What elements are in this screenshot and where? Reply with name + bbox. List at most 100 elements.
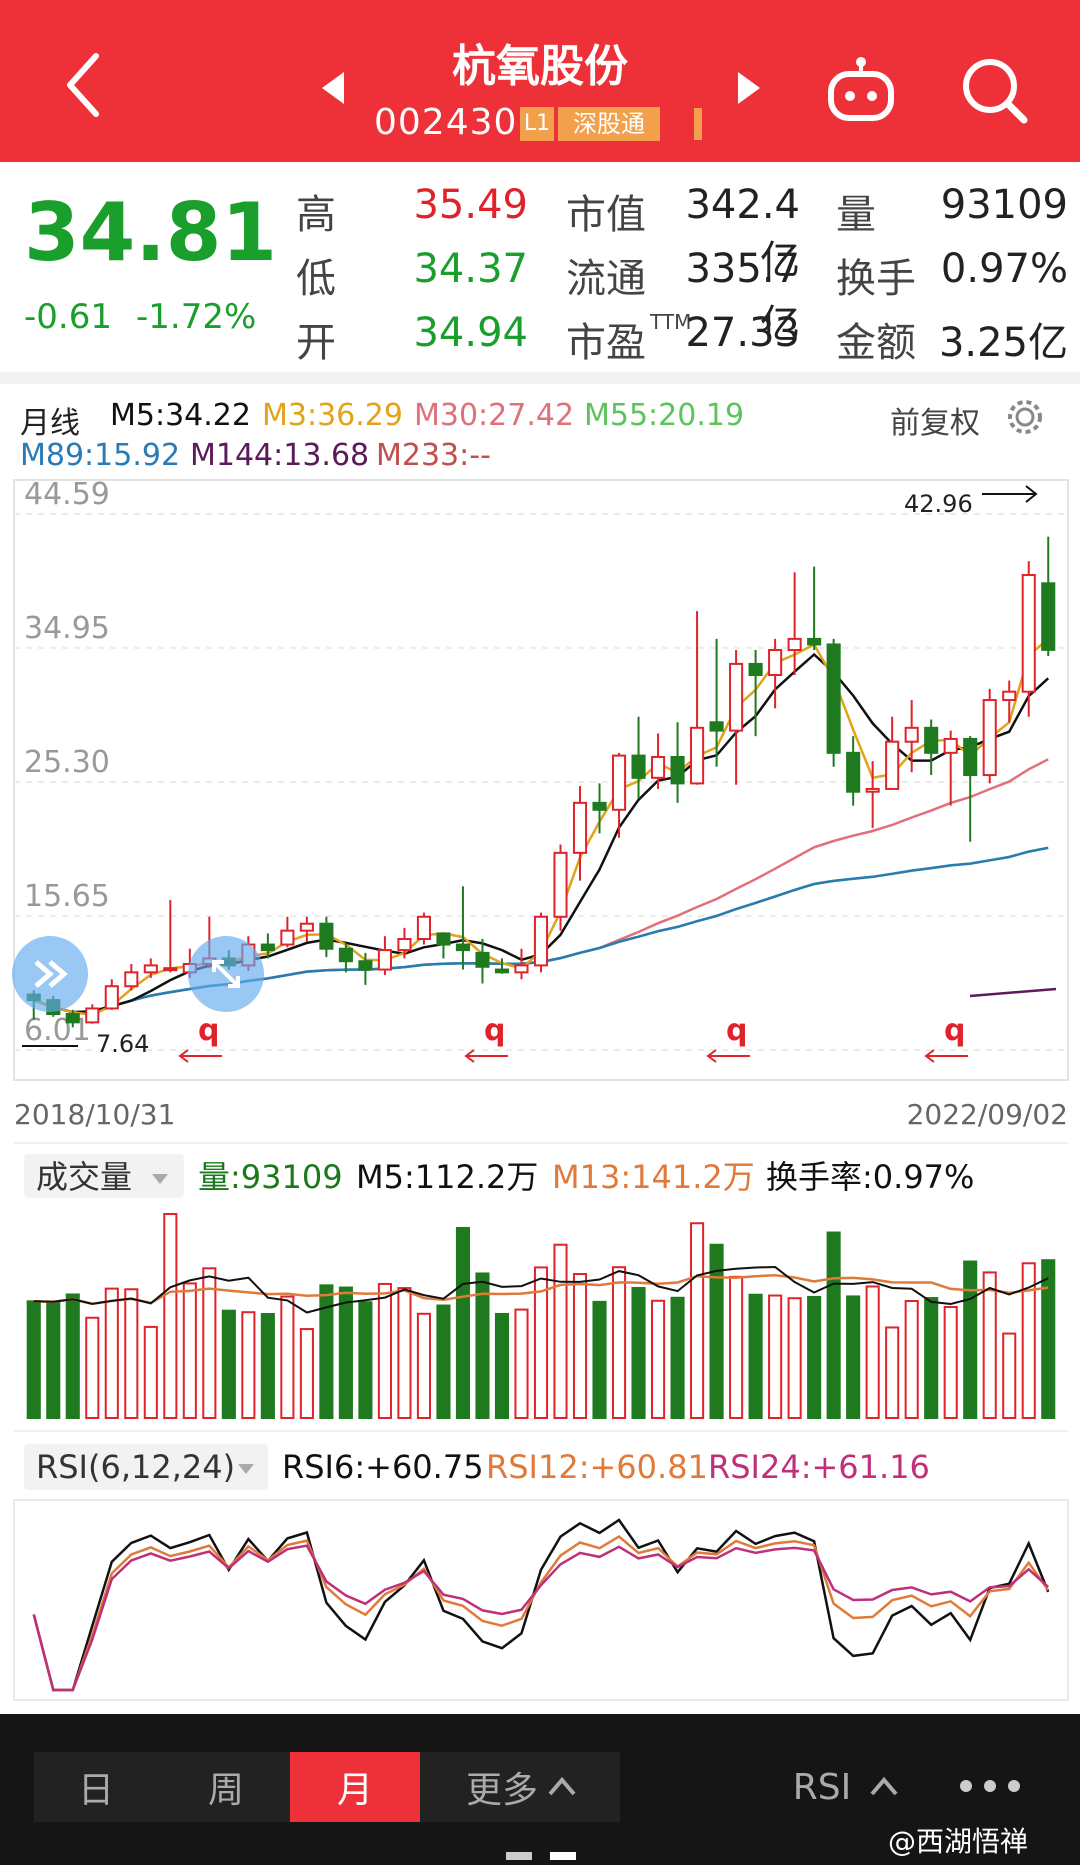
turnover-rate-label: 换手率:0.97% xyxy=(766,1158,974,1196)
ma3-label: M3:36.29 xyxy=(262,398,403,433)
volume-bar xyxy=(690,1222,705,1419)
volume-bar xyxy=(865,1285,880,1420)
min-price-label: 7.64 xyxy=(96,1030,149,1058)
volume-divider xyxy=(14,1142,1068,1144)
q-marker: q xyxy=(944,1013,965,1048)
candle-body xyxy=(358,960,373,971)
prev-stock-icon[interactable] xyxy=(320,70,348,106)
ma233-label: M233:-- xyxy=(376,438,491,473)
candle-body xyxy=(319,922,334,950)
ma5-label: M5:34.22 xyxy=(110,398,251,433)
mktcap-label: 市值 xyxy=(566,192,646,238)
amount-value: 3.25亿 xyxy=(938,320,1068,366)
back-icon[interactable] xyxy=(62,50,102,120)
candle-body xyxy=(826,643,841,754)
volume-indicator-label: 成交量 xyxy=(36,1158,132,1196)
volume-bar xyxy=(241,1311,256,1420)
tab-more[interactable]: 更多 xyxy=(465,1770,538,1811)
tab-rsi[interactable]: RSI xyxy=(792,1766,852,1808)
candle-body xyxy=(924,726,939,754)
volume-bar xyxy=(885,1326,900,1420)
fullscreen-button[interactable] xyxy=(188,936,264,1012)
volume-bar xyxy=(670,1296,685,1420)
kline-annotations: 42.96 7.64 q q q q xyxy=(22,485,1038,1063)
ma144-label: M144:13.68 xyxy=(190,438,370,473)
tab-month[interactable]: 月 xyxy=(290,1752,420,1822)
candle-body xyxy=(143,964,158,974)
next-stock-icon[interactable] xyxy=(734,70,762,106)
volume-label: 量 xyxy=(836,192,876,238)
volume-bar xyxy=(338,1286,353,1419)
q-marker-arrow-head xyxy=(464,1049,475,1063)
volume-bar xyxy=(1041,1259,1056,1419)
chevron-up-icon[interactable] xyxy=(868,1774,900,1800)
rsi24-line xyxy=(32,1544,1050,1692)
volume-value-label: 量:93109 xyxy=(198,1158,343,1196)
badge-bar xyxy=(694,108,702,140)
rsi12-label: RSI12:+60.81 xyxy=(486,1448,708,1486)
volume-bar xyxy=(163,1213,178,1419)
candle-body xyxy=(104,985,119,1010)
pe-value: 27.33 xyxy=(685,310,800,356)
expand-chart-button[interactable] xyxy=(12,936,88,1012)
volume-bar xyxy=(436,1304,451,1420)
candle-body xyxy=(436,932,451,946)
turnover-value: 0.97% xyxy=(940,246,1068,292)
candle-body xyxy=(85,1007,100,1024)
tab-day[interactable]: 日 xyxy=(77,1770,114,1811)
end-date: 2022/09/02 xyxy=(907,1098,1068,1131)
candle-body xyxy=(865,787,880,793)
app-header: 杭氧股份 002430 L1 深股通 xyxy=(0,0,1080,162)
candle-body xyxy=(455,943,471,952)
candle-body xyxy=(572,801,588,854)
start-date: 2018/10/31 xyxy=(14,1098,175,1131)
volume-bar xyxy=(787,1297,802,1420)
more-options-icon[interactable] xyxy=(958,1778,1022,1794)
volume-bar xyxy=(416,1312,431,1419)
rsi-indicator-label: RSI(6,12,24) xyxy=(36,1448,235,1486)
stock-name: 杭氧股份 xyxy=(452,41,628,92)
volume-bar xyxy=(768,1294,783,1419)
kline-frame xyxy=(13,479,1069,1081)
robot-assistant-icon[interactable] xyxy=(826,54,896,124)
volume-bar xyxy=(299,1328,314,1419)
adjust-label[interactable]: 前复权 xyxy=(890,406,980,441)
volume-bar xyxy=(124,1288,139,1419)
q-marker-arrow-head xyxy=(924,1049,935,1063)
double-chevron-icon xyxy=(34,960,68,988)
candle-body xyxy=(1021,573,1036,693)
candles xyxy=(26,536,1056,1028)
volume-bar xyxy=(455,1226,471,1419)
candle-body xyxy=(494,968,510,974)
stock-code: 002430 xyxy=(374,102,518,143)
price-change: -0.61 xyxy=(24,297,112,337)
volume-bar xyxy=(572,1273,588,1419)
candle-body xyxy=(299,922,314,932)
volume-m13-line xyxy=(33,1273,1049,1306)
volume-bar xyxy=(514,1308,529,1419)
candle-body xyxy=(807,637,822,646)
chevron-up-icon[interactable] xyxy=(546,1774,578,1800)
volume-bars xyxy=(26,1213,1056,1420)
candle-body xyxy=(65,1013,80,1024)
low-label: 低 xyxy=(296,256,336,302)
volume-bar xyxy=(182,1282,197,1419)
tab-week[interactable]: 周 xyxy=(207,1770,244,1811)
candle-body xyxy=(338,947,353,963)
volume-bar xyxy=(943,1305,958,1419)
rsi24-label: RSI24:+61.16 xyxy=(708,1448,930,1486)
candle-body xyxy=(787,637,802,652)
search-icon[interactable] xyxy=(960,56,1030,126)
candle-body xyxy=(1041,582,1056,651)
rsi6-line xyxy=(32,1518,1050,1692)
candle-body xyxy=(729,662,744,732)
candle-body xyxy=(377,949,392,971)
volume-bar xyxy=(319,1284,334,1420)
volume-bar xyxy=(104,1287,119,1419)
volume-bar xyxy=(85,1316,100,1420)
candle-body xyxy=(885,740,900,790)
candle-body xyxy=(124,971,139,988)
volume-bar xyxy=(202,1267,217,1419)
settings-gear-icon[interactable] xyxy=(1004,396,1046,438)
